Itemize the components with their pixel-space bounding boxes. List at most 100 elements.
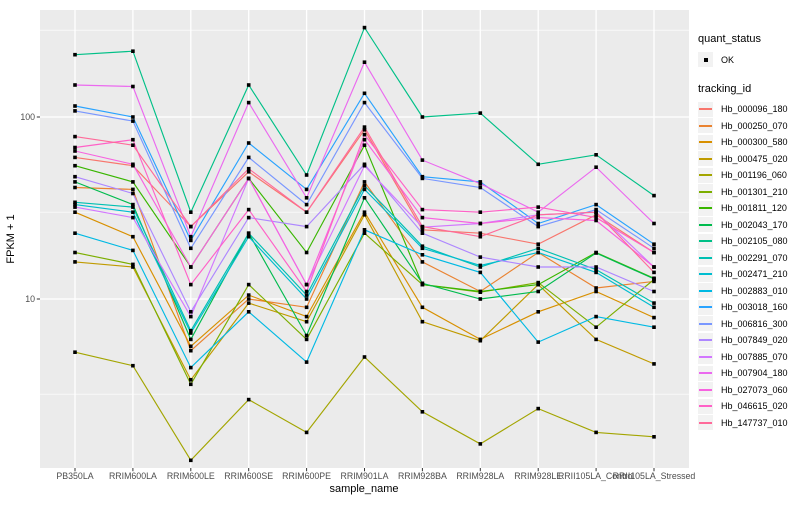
- line-swatch-icon: [699, 339, 712, 342]
- legend-key-box: [698, 184, 713, 200]
- data-point: [131, 191, 135, 196]
- data-point: [362, 355, 367, 359]
- data-point: [73, 205, 77, 209]
- data-point: [478, 338, 483, 343]
- legend-item-Hb_000096_180: Hb_000096_180: [698, 101, 788, 118]
- legend-item-label: OK: [721, 54, 735, 65]
- data-point: [246, 282, 251, 287]
- data-point: [362, 132, 367, 137]
- x-tick-label: RRIM600SE: [224, 471, 273, 481]
- data-point: [536, 221, 540, 226]
- legend-item-Hb_002291_070: Hb_002291_070: [698, 250, 788, 267]
- legend-item-label: Hb_007885_070: [721, 351, 788, 362]
- data-point: [362, 137, 367, 142]
- legend-key-box: [698, 118, 713, 134]
- data-point: [594, 325, 598, 329]
- data-point: [189, 331, 193, 335]
- data-point: [594, 210, 598, 214]
- data-point: [594, 165, 598, 169]
- data-point: [73, 180, 77, 184]
- data-point: [73, 210, 77, 214]
- data-point: [189, 234, 193, 239]
- legend-title-tracking-id: tracking_id: [698, 83, 752, 95]
- data-point: [478, 111, 483, 115]
- data-point: [189, 337, 193, 342]
- legend-key-box: [698, 382, 713, 398]
- data-point: [536, 250, 540, 255]
- data-point: [131, 265, 135, 269]
- data-point: [536, 340, 540, 344]
- data-point: [304, 202, 309, 207]
- data-point: [420, 281, 425, 286]
- data-point: [362, 91, 367, 96]
- data-point: [362, 180, 367, 184]
- legend-item-label: Hb_002291_070: [721, 252, 788, 263]
- data-point: [246, 141, 251, 145]
- legend-key-box: [698, 349, 713, 365]
- data-point: [594, 213, 598, 217]
- data-point: [478, 289, 483, 294]
- axis-tick-labels: 100 10 PB350LA RRIM600LA RRIM600LE RRIM600SE R…: [20, 112, 695, 481]
- data-point: [73, 260, 77, 264]
- legend-item-label: Hb_027073_060: [721, 384, 788, 395]
- data-point: [594, 267, 598, 272]
- data-point: [246, 176, 251, 181]
- data-point: [73, 52, 77, 57]
- data-point: [189, 238, 193, 243]
- data-point: [362, 25, 367, 30]
- data-point: [131, 248, 135, 253]
- line-swatch-icon: [699, 157, 712, 160]
- data-point: [246, 166, 251, 171]
- data-point: [652, 325, 656, 329]
- data-point: [189, 282, 193, 287]
- data-points: [73, 25, 656, 463]
- data-point: [189, 458, 193, 463]
- data-point: [73, 83, 77, 87]
- data-point: [478, 234, 483, 239]
- legend-item-Hb_001811_120: Hb_001811_120: [698, 200, 788, 217]
- data-point: [478, 181, 483, 186]
- legend-item-Hb_001301_210: Hb_001301_210: [698, 184, 788, 201]
- x-tick-label: RRIM600LA: [109, 471, 157, 481]
- legend-item-label: Hb_001301_210: [721, 186, 788, 197]
- axis-tick-marks: [36, 116, 655, 472]
- legend-item-Hb_000300_580: Hb_000300_580: [698, 134, 788, 151]
- data-point: [652, 289, 656, 294]
- legend-item-label: Hb_000096_180: [721, 104, 788, 115]
- data-point: [420, 228, 425, 232]
- legend-item-label: Hb_002043_170: [721, 219, 788, 230]
- data-point: [652, 277, 656, 281]
- data-point: [246, 155, 251, 160]
- data-point: [304, 187, 309, 192]
- data-point: [246, 297, 251, 301]
- data-point: [594, 251, 598, 255]
- legend-item-label: Hb_046615_020: [721, 401, 788, 412]
- data-point: [189, 246, 193, 251]
- data-point: [420, 115, 425, 119]
- data-point: [131, 115, 135, 119]
- data-point: [246, 301, 251, 305]
- data-point: [362, 231, 367, 235]
- legend-item-Hb_027073_060: Hb_027073_060: [698, 382, 788, 399]
- legend-title-quant-status: quant_status: [698, 33, 761, 45]
- data-point: [246, 207, 251, 212]
- legend-item-Hb_002883_010: Hb_002883_010: [698, 283, 788, 300]
- data-point: [420, 319, 425, 324]
- data-point: [73, 350, 77, 354]
- data-point: [420, 176, 425, 181]
- line-swatch-icon: [699, 256, 712, 259]
- data-point: [478, 270, 483, 275]
- data-point: [73, 250, 77, 255]
- data-point: [131, 143, 135, 147]
- data-point: [594, 218, 598, 223]
- line-swatch-icon: [699, 405, 712, 408]
- data-point: [73, 155, 77, 160]
- x-tick-label: RRIM928BA: [398, 471, 447, 481]
- data-point: [189, 224, 193, 229]
- data-point: [536, 213, 540, 217]
- legend-item-label: Hb_002471_210: [721, 269, 788, 280]
- legend-item-label: Hb_000250_070: [721, 120, 788, 131]
- legend-item-label: Hb_002105_080: [721, 236, 788, 247]
- data-point: [362, 125, 367, 129]
- legend-key-box: [698, 316, 713, 332]
